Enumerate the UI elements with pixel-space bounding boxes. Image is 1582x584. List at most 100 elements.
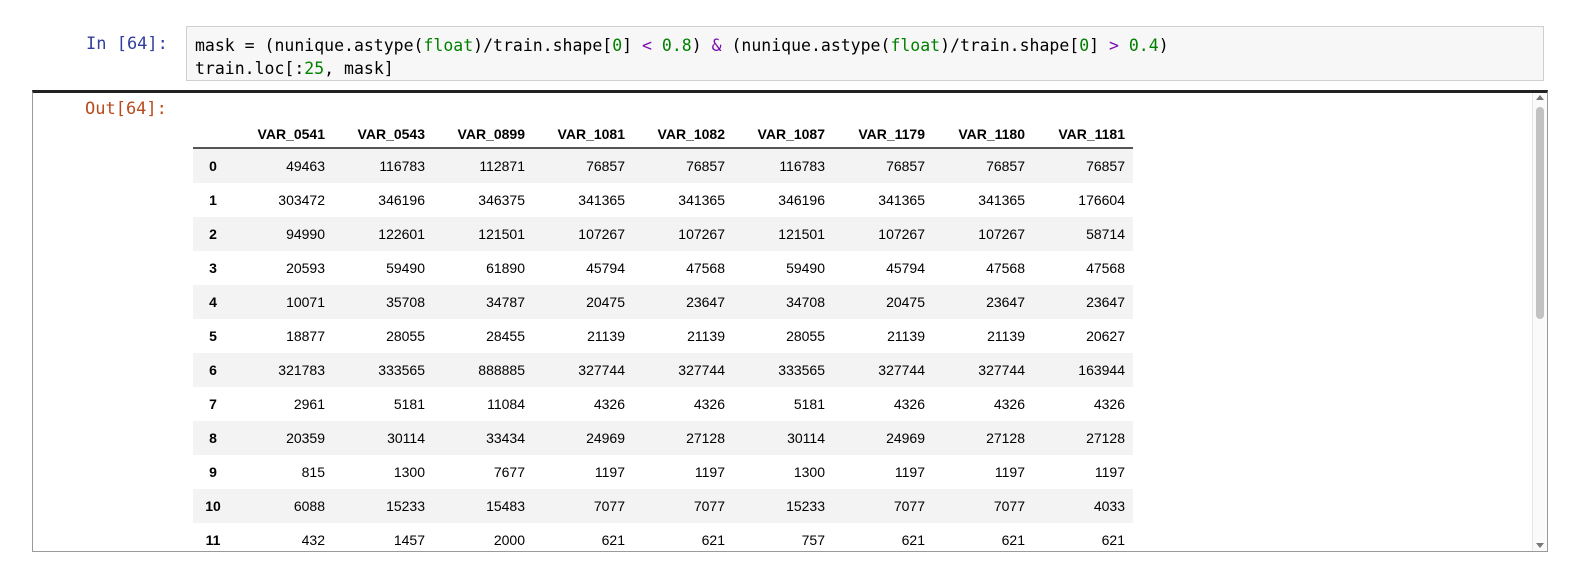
table-cell: 28055 (386, 328, 425, 344)
table-cell: 94990 (286, 226, 325, 242)
row-index: 4 (209, 294, 217, 310)
table-cell: 45794 (886, 260, 925, 276)
table-cell: 45794 (586, 260, 625, 276)
table-cell: 4326 (693, 396, 725, 412)
code-token: )/train.shape[ (940, 36, 1080, 55)
table-cell: 107267 (978, 226, 1025, 242)
code-token: 25 (304, 59, 325, 78)
code-token: (nunique.astype( (721, 36, 891, 55)
table-cell: 757 (801, 532, 825, 548)
row-index: 5 (209, 328, 217, 344)
table-cell: 4326 (893, 396, 925, 412)
code-token: ] (622, 36, 643, 55)
table-cell: 621 (901, 532, 925, 548)
code-token: 0 (612, 36, 623, 55)
table-cell: 176604 (1078, 192, 1125, 208)
code-token: float (423, 36, 474, 55)
table-cell: 432 (301, 532, 325, 548)
code-token: , mask] (324, 59, 394, 78)
output-prompt: Out[64]: (85, 99, 167, 119)
table-cell: 59490 (786, 260, 825, 276)
code-token (652, 36, 662, 55)
code-token: < (642, 36, 652, 55)
table-cell: 5181 (793, 396, 825, 412)
table-cell: 7077 (893, 498, 925, 514)
table-cell: 116783 (779, 158, 825, 174)
table-cell: 21139 (987, 328, 1025, 344)
row-index: 9 (209, 464, 217, 480)
row-index: 0 (209, 158, 217, 174)
scroll-up-arrow-icon[interactable] (1536, 95, 1544, 100)
table-row: 9 815 1300 7677 1197 1197 1300 1197 1197 1197 (193, 455, 1133, 489)
code-token: ) (1158, 36, 1169, 55)
table-cell: 4326 (1093, 396, 1125, 412)
table-cell: 15483 (486, 498, 525, 514)
column-header: VAR_0543 (333, 119, 433, 149)
column-header: VAR_1179 (833, 119, 933, 149)
table-cell: 107267 (678, 226, 725, 242)
table-cell: 34708 (786, 294, 825, 310)
column-header: VAR_1180 (933, 119, 1033, 149)
table-cell: 23647 (1086, 294, 1125, 310)
scroll-thumb[interactable] (1536, 107, 1544, 319)
column-header: VAR_1087 (733, 119, 833, 149)
output-area[interactable]: Out[64]: VAR_0541 VAR_0543 VAR_0899 VAR_108… (32, 90, 1548, 552)
table-row: 3 20593 59490 61890 45794 47568 59490 45794 4756… (193, 251, 1133, 285)
table-row: 2 94990 122601 121501 107267 107267 121501 1072… (193, 217, 1133, 251)
code-token: ] (1089, 36, 1109, 55)
table-cell: 47568 (986, 260, 1025, 276)
dataframe-table: VAR_0541 VAR_0543 VAR_0899 VAR_1081 VAR_1082… (193, 119, 1133, 551)
scroll-down-arrow-icon[interactable] (1536, 543, 1544, 548)
table-row: 0 49463 116783 112871 76857 76857 116783 76857 7… (193, 148, 1133, 183)
row-index: 11 (205, 532, 221, 548)
code-token: 0.4 (1128, 36, 1159, 55)
dataframe: VAR_0541 VAR_0543 VAR_0899 VAR_1081 VAR_1082… (193, 119, 1133, 551)
table-cell: 7677 (493, 464, 525, 480)
table-cell: 7077 (993, 498, 1025, 514)
code-token: )/train.shape[ (473, 36, 613, 55)
table-cell: 327744 (978, 362, 1025, 378)
table-cell: 1197 (894, 464, 925, 480)
code-token: ) (691, 36, 712, 55)
table-cell: 121501 (778, 226, 825, 242)
output-scrollbar[interactable] (1532, 93, 1547, 551)
table-cell: 1457 (393, 532, 425, 548)
table-cell: 76857 (886, 158, 925, 174)
table-cell: 341365 (678, 192, 725, 208)
table-cell: 21139 (587, 328, 625, 344)
table-row: 8 20359 30114 33434 24969 27128 30114 24969 2712… (193, 421, 1133, 455)
table-row: 1 303472 346196 346375 341365 341365 346196 341… (193, 183, 1133, 217)
table-cell: 341365 (578, 192, 625, 208)
code-input-cell[interactable]: mask = (nunique.astype(float)/train.shap… (186, 26, 1544, 81)
table-cell: 10071 (286, 294, 325, 310)
table-cell: 112871 (479, 158, 525, 174)
table-cell: 61890 (486, 260, 525, 276)
table-cell: 321783 (278, 362, 325, 378)
table-cell: 20627 (1086, 328, 1125, 344)
code-token: 0 (1079, 36, 1090, 55)
code-line-1: mask = (nunique.astype(float)/train.shap… (195, 36, 1169, 55)
table-cell: 621 (701, 532, 725, 548)
table-cell: 24969 (886, 430, 925, 446)
table-cell: 7077 (593, 498, 625, 514)
table-cell: 163944 (1078, 362, 1125, 378)
table-row: 7 2961 5181 11084 4326 4326 5181 4326 4326 4326 (193, 387, 1133, 421)
table-cell: 2961 (293, 396, 325, 412)
table-cell: 121501 (478, 226, 525, 242)
table-cell: 18877 (286, 328, 325, 344)
table-cell: 333565 (778, 362, 825, 378)
table-cell: 327744 (578, 362, 625, 378)
table-cell: 20593 (286, 260, 325, 276)
table-cell: 1197 (694, 464, 725, 480)
table-cell: 621 (1101, 532, 1125, 548)
code-token: 0.8 (661, 36, 692, 55)
table-cell: 47568 (686, 260, 725, 276)
input-prompt: In [64]: (86, 34, 168, 54)
code-token: train.loc[: (195, 59, 305, 78)
table-cell: 1197 (594, 464, 625, 480)
table-cell: 4326 (593, 396, 625, 412)
table-cell: 27128 (686, 430, 725, 446)
table-cell: 23647 (686, 294, 725, 310)
table-cell: 107267 (878, 226, 925, 242)
table-cell: 76857 (1086, 158, 1125, 174)
